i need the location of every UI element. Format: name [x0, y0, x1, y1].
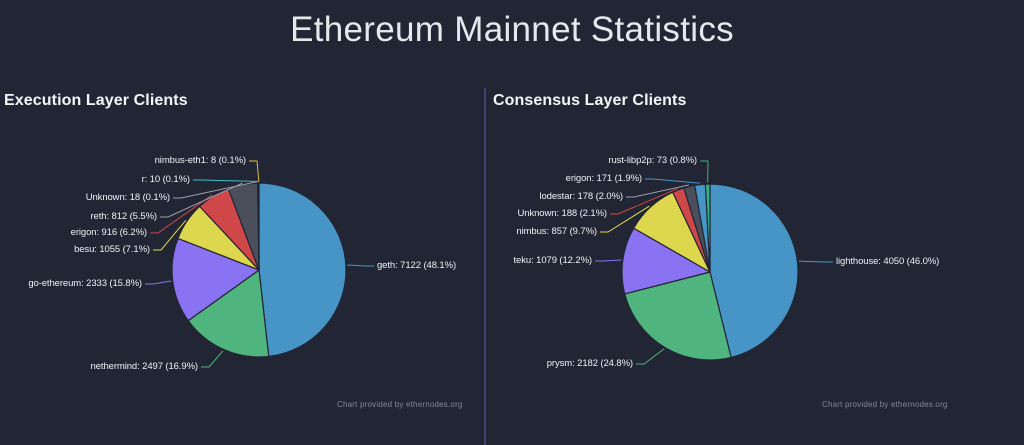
consensus-layer-section-title: Consensus Layer Clients — [493, 92, 687, 109]
pie-slice-teku[interactable] — [621, 227, 711, 295]
pie-slice-prysm[interactable] — [624, 271, 732, 361]
consensus-chart-attribution: Chart provided by ethernodes.org — [822, 400, 948, 409]
label-line-teku — [595, 259, 622, 262]
label-line-geth — [347, 264, 374, 267]
label-line-Unknown — [610, 188, 678, 215]
label-line-nimbus — [600, 205, 650, 233]
label-line-nethermind — [201, 350, 224, 368]
label-line-rust-libp2p — [700, 160, 709, 183]
execution-layer-section-title: Execution Layer Clients — [4, 92, 188, 109]
pie-slice-geth[interactable] — [258, 182, 347, 358]
pie-slice-lighthouse[interactable] — [709, 183, 799, 359]
label-line-r — [193, 179, 259, 182]
label-line-reth — [160, 182, 243, 218]
pie-slice-go-ethereum[interactable] — [171, 237, 260, 322]
pie-slice-nethermind[interactable] — [187, 269, 270, 358]
label-line-lighthouse — [798, 260, 833, 263]
page-title: Ethereum Mainnet Statistics — [290, 10, 734, 49]
execution-chart-attribution: Chart provided by ethernodes.org — [337, 400, 463, 409]
label-line-erigon — [645, 178, 700, 184]
label-line-go-ethereum — [145, 280, 172, 285]
pie-slice-rust-libp2p[interactable] — [704, 183, 711, 273]
label-line-lodestar — [626, 184, 689, 198]
label-line-erigon — [150, 194, 213, 234]
label-line-Unknown — [173, 181, 259, 199]
panel-divider — [484, 88, 486, 445]
label-line-prysm — [636, 348, 665, 365]
label-line-besu — [153, 219, 187, 251]
label-line-nimbus-eth1 — [249, 160, 260, 182]
